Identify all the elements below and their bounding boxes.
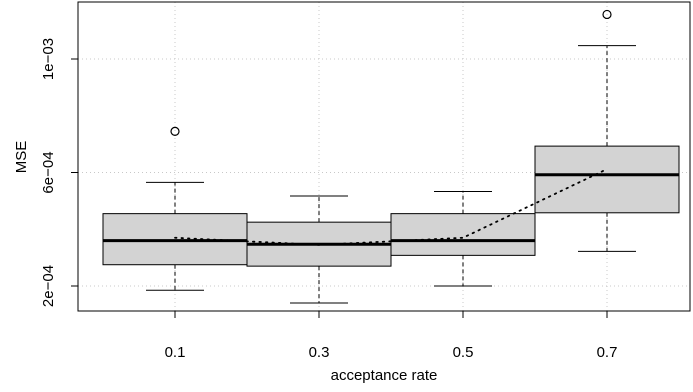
x-tick-label-0.1: 0.1: [165, 344, 186, 361]
y-axis-label: MSE: [13, 141, 30, 174]
outlier-0.7-0: [602, 9, 612, 20]
mean-trend-line: [174, 168, 608, 246]
x-tick-label-0.7: 0.7: [597, 344, 618, 361]
box-0.7: [534, 145, 680, 214]
x-tick-label-0.5: 0.5: [453, 344, 474, 361]
outlier-0.1-0: [170, 126, 180, 136]
y-tick-label-1: 6e−04: [40, 151, 57, 193]
y-tick-label-0: 2e−04: [40, 265, 57, 307]
x-tick-label-0.3: 0.3: [309, 344, 330, 361]
box-0.5: [390, 213, 536, 256]
plot-layer: [102, 9, 680, 304]
x-axis-label: acceptance rate: [331, 367, 438, 384]
y-tick-label-2: 1e−03: [40, 38, 57, 80]
axis-layer: 0.1 0.3 0.5 0.7 2e−04 6e−04 1e−03: [40, 38, 617, 361]
